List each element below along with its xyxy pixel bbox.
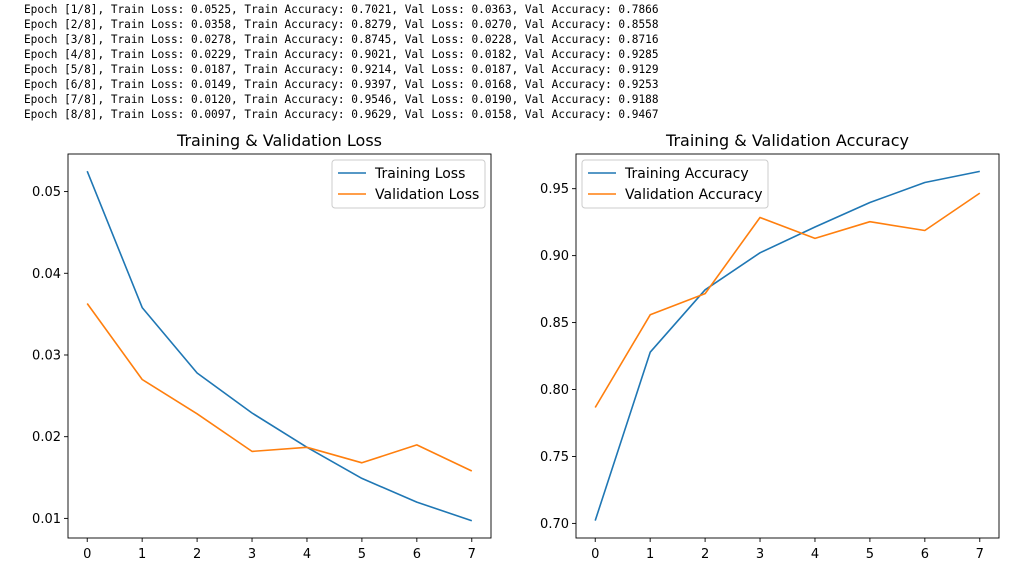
y-tick-label: 0.05 <box>32 185 61 200</box>
chart-title: Training & Validation Accuracy <box>665 131 909 150</box>
y-tick-label: 0.04 <box>32 267 61 282</box>
legend-label: Validation Accuracy <box>625 187 763 203</box>
x-tick-label: 7 <box>468 547 476 562</box>
legend-label: Training Loss <box>374 166 465 182</box>
log-line: Epoch [5/8], Train Loss: 0.0187, Train A… <box>24 63 659 76</box>
log-line: Epoch [6/8], Train Loss: 0.0149, Train A… <box>24 78 659 91</box>
y-tick-label: 0.02 <box>32 430 61 445</box>
log-line: Epoch [7/8], Train Loss: 0.0120, Train A… <box>24 93 659 106</box>
series-line-validation <box>86 303 473 472</box>
plot-frame <box>67 153 492 539</box>
x-tick-label: 4 <box>811 547 819 562</box>
x-tick-label: 5 <box>866 547 874 562</box>
x-tick-label: 7 <box>976 547 984 562</box>
log-line: Epoch [3/8], Train Loss: 0.0278, Train A… <box>24 33 659 46</box>
y-tick-label: 0.90 <box>540 249 569 264</box>
training-log: Epoch [1/8], Train Loss: 0.0525, Train A… <box>24 2 659 122</box>
log-line: Epoch [4/8], Train Loss: 0.0229, Train A… <box>24 48 659 61</box>
x-tick-label: 5 <box>358 547 366 562</box>
series-line-validation <box>594 192 981 408</box>
y-tick-label: 0.75 <box>540 450 569 465</box>
chart-2: Training & Validation Accuracy 0 1 2 3 4 5 6 7 0.… <box>540 131 1000 562</box>
x-tick-label: 3 <box>248 547 256 562</box>
x-tick-label: 2 <box>193 547 201 562</box>
x-tick-label: 2 <box>701 547 709 562</box>
y-tick-label: 0.80 <box>540 383 569 398</box>
x-tick-label: 1 <box>138 547 146 562</box>
series-line-training <box>594 170 980 521</box>
x-tick-label: 6 <box>921 547 929 562</box>
log-line: Epoch [2/8], Train Loss: 0.0358, Train A… <box>24 18 659 31</box>
legend-box <box>331 159 486 209</box>
chart-title: Training & Validation Loss <box>176 131 382 150</box>
legend: Training Accuracy Validation Accuracy <box>581 159 769 209</box>
legend-label: Training Accuracy <box>624 166 749 182</box>
x-tick-label: 6 <box>413 547 421 562</box>
legend-box <box>581 159 769 209</box>
plot-frame <box>575 153 1000 539</box>
legend: Training Loss Validation Loss <box>331 159 486 209</box>
chart-1: Training & Validation Loss 0 1 2 3 4 5 6 7 0.01 0.… <box>32 131 492 562</box>
y-tick-label: 0.85 <box>540 316 569 331</box>
y-tick-label: 0.95 <box>540 182 569 197</box>
x-tick-label: 0 <box>591 547 599 562</box>
log-line: Epoch [8/8], Train Loss: 0.0097, Train A… <box>24 108 659 121</box>
x-tick-label: 4 <box>303 547 311 562</box>
y-tick-label: 0.01 <box>32 512 61 527</box>
x-tick-label: 0 <box>83 547 91 562</box>
log-line: Epoch [1/8], Train Loss: 0.0525, Train A… <box>24 3 659 16</box>
series-line-training <box>86 170 473 522</box>
x-tick-label: 1 <box>646 547 654 562</box>
y-tick-label: 0.03 <box>32 348 61 363</box>
y-tick-label: 0.70 <box>540 517 569 532</box>
x-tick-label: 3 <box>756 547 764 562</box>
legend-label: Validation Loss <box>375 187 479 203</box>
